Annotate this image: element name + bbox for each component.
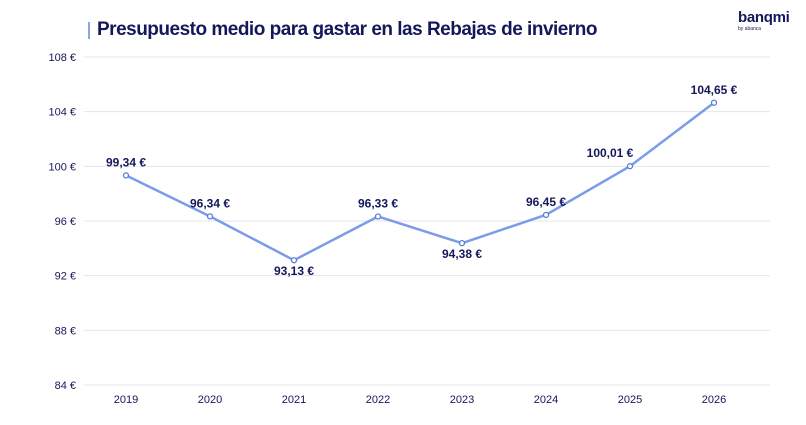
data-label: 96,33 €: [358, 196, 398, 210]
data-point: [374, 213, 382, 220]
y-tick-label: 92 €: [55, 271, 76, 283]
data-label: 99,34 €: [106, 155, 146, 169]
x-tick-label: 2025: [618, 394, 642, 406]
series-line: [125, 101, 715, 262]
chart-title-text: Presupuesto medio para gastar en las Reb…: [97, 19, 597, 40]
data-point: [542, 211, 550, 219]
data-label: 100,01 €: [587, 146, 634, 160]
x-tick-label: 2023: [450, 394, 474, 406]
x-tick-label: 2019: [114, 394, 138, 406]
y-tick-label: 104 €: [48, 107, 76, 119]
data-point: [710, 99, 718, 106]
data-point: [206, 213, 214, 220]
title-accent-bar: [88, 22, 90, 39]
banqmi-logo: banqmi by abanca: [738, 9, 790, 33]
logo-tagline: by abanca: [738, 26, 762, 32]
data-label: 96,45 €: [526, 195, 566, 209]
data-label: 94,38 €: [442, 247, 482, 261]
data-point: [290, 257, 298, 264]
x-tick-label: 2020: [198, 394, 222, 406]
y-tick-label: 100 €: [48, 161, 76, 173]
data-point: [458, 239, 466, 247]
y-tick-label: 96 €: [55, 216, 76, 228]
x-tick-label: 2022: [366, 394, 390, 406]
logo-name: banqmi: [738, 9, 790, 26]
chart-title: Presupuesto medio para gastar en las Reb…: [88, 19, 597, 41]
y-tick-label: 108 €: [48, 52, 76, 64]
data-label: 96,34 €: [190, 196, 230, 210]
x-tick-label: 2026: [702, 394, 726, 406]
y-tick-label: 84 €: [55, 380, 76, 392]
data-label: 104,65 €: [691, 83, 738, 97]
x-tick-label: 2021: [282, 394, 306, 406]
x-tick-label: 2024: [534, 394, 558, 406]
data-label: 93,13 €: [274, 264, 314, 278]
y-tick-label: 88 €: [55, 325, 76, 337]
data-point: [122, 172, 130, 179]
data-point: [626, 163, 634, 170]
